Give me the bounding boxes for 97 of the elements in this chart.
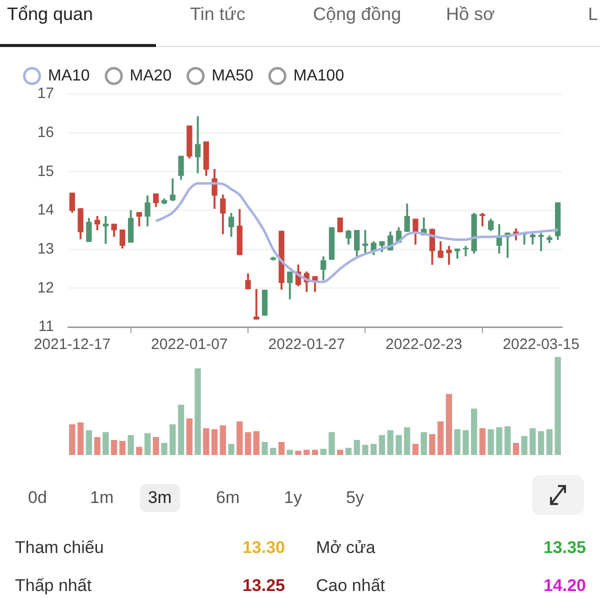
bar bbox=[86, 430, 92, 455]
bar bbox=[211, 429, 218, 455]
bar bbox=[304, 450, 310, 455]
bar bbox=[295, 450, 302, 455]
legend-label: MA100 bbox=[293, 67, 344, 84]
bar bbox=[228, 444, 234, 455]
bar bbox=[337, 450, 344, 455]
y-tick-label: 12 bbox=[37, 279, 54, 296]
bar bbox=[438, 421, 444, 455]
bar bbox=[178, 404, 184, 455]
bar bbox=[354, 440, 360, 455]
legend-label: MA50 bbox=[212, 67, 254, 84]
bar bbox=[128, 435, 134, 455]
candlestick bbox=[102, 216, 109, 244]
text: 14.20 bbox=[542, 576, 586, 596]
bar bbox=[110, 440, 118, 455]
text: Tin tức bbox=[190, 4, 246, 25]
bar bbox=[77, 422, 84, 455]
y-tick-label: 17 bbox=[37, 85, 54, 102]
bar bbox=[378, 435, 386, 455]
bar bbox=[462, 430, 469, 455]
text: 3m bbox=[140, 484, 180, 512]
bar bbox=[488, 429, 494, 455]
bar bbox=[119, 440, 126, 455]
y-tick-label: 11 bbox=[38, 318, 54, 336]
bar bbox=[412, 444, 419, 455]
bar bbox=[152, 437, 159, 455]
x-tick-label: 2022-01-07 bbox=[151, 336, 228, 354]
text: Mở cửa bbox=[316, 538, 376, 558]
bar bbox=[345, 448, 352, 455]
bar bbox=[512, 442, 520, 455]
bar bbox=[328, 432, 335, 455]
bar bbox=[220, 425, 226, 455]
text: Tổng quan bbox=[7, 4, 94, 25]
bar bbox=[396, 435, 402, 455]
candlestick bbox=[254, 289, 260, 320]
x-tick-label: 2022-02-23 bbox=[385, 336, 462, 354]
text: 0d bbox=[27, 487, 48, 509]
bar bbox=[370, 444, 377, 455]
bar bbox=[320, 448, 326, 455]
bar bbox=[479, 428, 486, 455]
bar bbox=[170, 424, 176, 455]
bar bbox=[312, 450, 318, 455]
x-tick-label: 2022-01-27 bbox=[268, 336, 345, 354]
text: 13.25 bbox=[241, 576, 285, 596]
bar bbox=[136, 446, 142, 455]
legend-label: MA10 bbox=[48, 67, 90, 84]
bar bbox=[429, 434, 436, 455]
bar bbox=[161, 442, 168, 455]
x-tick-label: 2022-03-15 bbox=[502, 336, 580, 354]
text: Hồ sơ bbox=[446, 4, 495, 25]
text: 1y bbox=[283, 487, 303, 509]
bar bbox=[270, 448, 276, 455]
bar bbox=[404, 427, 410, 455]
bar bbox=[186, 418, 192, 455]
text: Cộng đồng bbox=[313, 4, 402, 25]
legend-label: MA20 bbox=[130, 67, 172, 84]
text: 5y bbox=[345, 487, 365, 509]
text: Tham chiếu bbox=[15, 538, 104, 558]
bar bbox=[362, 444, 368, 455]
bar bbox=[446, 394, 452, 455]
bar bbox=[504, 426, 511, 455]
bar bbox=[102, 432, 109, 455]
bar bbox=[244, 432, 252, 455]
bar bbox=[387, 430, 394, 455]
text: Cao nhất bbox=[316, 576, 385, 596]
text: 13.35 bbox=[542, 538, 586, 558]
bar bbox=[420, 432, 427, 455]
bar bbox=[454, 429, 460, 455]
y-tick-label: 15 bbox=[37, 162, 54, 180]
text: Thấp nhất bbox=[15, 576, 92, 596]
text: 1m bbox=[89, 487, 115, 509]
bar bbox=[554, 357, 561, 455]
bar bbox=[94, 437, 100, 455]
candlestick bbox=[538, 233, 544, 252]
bar bbox=[471, 408, 478, 455]
x-tick-label: 2021-12-17 bbox=[34, 336, 111, 354]
bar bbox=[286, 450, 293, 455]
y-tick-label: 13 bbox=[37, 240, 54, 258]
bar bbox=[278, 442, 285, 455]
bar bbox=[236, 421, 243, 455]
text: 13.30 bbox=[241, 538, 285, 558]
text: L bbox=[588, 4, 598, 25]
y-tick-label: 16 bbox=[37, 124, 54, 141]
bar bbox=[194, 368, 201, 455]
text: 6m bbox=[215, 487, 241, 509]
bar bbox=[521, 436, 528, 455]
bar bbox=[496, 427, 502, 455]
bar bbox=[546, 429, 553, 455]
bar bbox=[538, 431, 544, 455]
bar bbox=[253, 431, 260, 455]
bar bbox=[203, 428, 210, 455]
y-tick-label: 14 bbox=[37, 202, 54, 219]
bar bbox=[262, 442, 268, 455]
bar bbox=[144, 433, 151, 455]
bar bbox=[69, 424, 76, 455]
bar bbox=[530, 428, 536, 455]
